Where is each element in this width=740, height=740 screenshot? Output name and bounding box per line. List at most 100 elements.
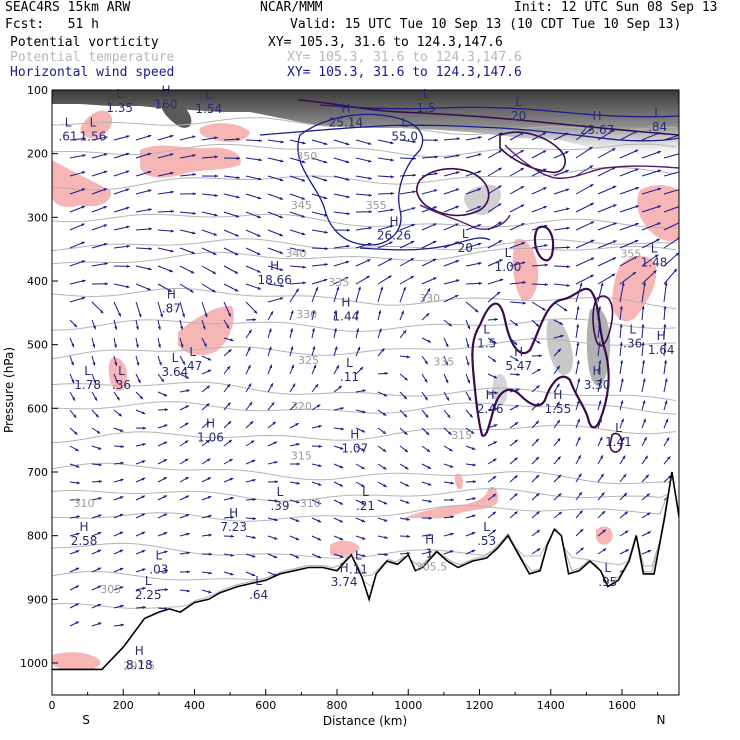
wind-vector-head [599, 436, 603, 441]
wind-vector-head [214, 136, 218, 140]
wind-vector-head [641, 306, 645, 310]
wind-vector-head [647, 512, 651, 516]
wind-vector [575, 183, 594, 195]
wind-vector-head [118, 313, 121, 317]
wind-vector-head [466, 344, 470, 348]
wind-vector-head [565, 188, 570, 192]
wind-vector-head [147, 287, 151, 291]
wind-vector-head [449, 448, 453, 452]
wind-vector-head [622, 455, 626, 459]
y-tick-label: 1000 [20, 657, 48, 670]
wind-vector-head [339, 483, 343, 487]
wind-vector-head [623, 474, 627, 478]
wind-vector-head [236, 137, 240, 141]
wind-vector-head [271, 402, 275, 406]
wind-vector-head [450, 515, 454, 519]
wind-vector-head [251, 459, 256, 463]
wind-vector-head [96, 430, 101, 434]
wind-vector-head [148, 189, 152, 193]
wind-vector-head [312, 346, 316, 350]
extremum-marker: L1.78 [74, 364, 101, 392]
extremum-value: .36 [112, 378, 131, 392]
organization: NCAR/MMM [260, 0, 323, 15]
wind-vector-head [361, 501, 365, 505]
wind-vector-head [323, 160, 328, 164]
wind-vector-head [535, 475, 540, 479]
y-tick-label: 800 [27, 530, 48, 543]
wind-vector-head [75, 585, 79, 589]
wind-vector-head [405, 483, 409, 487]
wind-vector-head [160, 313, 163, 318]
wind-vector-head [358, 286, 361, 290]
wind-vector-head [406, 517, 410, 521]
extremum-type: L [355, 549, 362, 563]
wind-vector-head [346, 212, 350, 216]
wind-vector [575, 282, 583, 303]
wind-vector-head [368, 193, 372, 197]
wind-vector [641, 238, 661, 249]
extremum-marker: L1.41 [605, 421, 632, 449]
wind-vector-head [624, 530, 629, 534]
wind-vector-head [206, 385, 210, 389]
wind-vector [619, 130, 639, 141]
extremum-marker: L1.54 [195, 88, 222, 116]
wind-vector-head [230, 572, 234, 576]
wind-vector-head [566, 207, 570, 211]
wind-vector-head [680, 152, 684, 155]
wind-vector-head [92, 362, 96, 366]
wind-vector-head [680, 133, 683, 136]
wind-vector-head [536, 493, 540, 497]
wind-vector-head [514, 422, 519, 426]
extremum-marker: H.87 [162, 287, 181, 315]
extremum-marker: L.53 [477, 520, 496, 548]
wind-vector-head [296, 462, 300, 466]
extremum-value: 1.5 [417, 101, 436, 115]
wind-vector-head [657, 151, 661, 154]
wind-vector-head [345, 160, 350, 164]
pink-region-8 [612, 255, 657, 322]
wind-vector-head [274, 480, 278, 484]
wind-vector-head [257, 215, 261, 219]
wind-vector [619, 222, 639, 231]
extremum-marker: L55.0 [391, 116, 418, 144]
wind-vector-head [318, 482, 322, 486]
wind-vector-head [472, 514, 476, 518]
extremum-value: .87 [162, 301, 181, 315]
extremum-type: H [340, 561, 349, 575]
extremum-value: .39 [270, 499, 289, 513]
wind-vector-head [336, 365, 339, 369]
wind-vector-head [251, 573, 256, 576]
wind-vector-head [558, 493, 562, 497]
wind-vector-head [192, 173, 196, 176]
wind-vector-head [455, 205, 459, 209]
extremum-value: .21 [356, 499, 375, 513]
wind-vector-head [456, 154, 460, 158]
wind-vector-head [359, 367, 364, 371]
wind-vector-head [280, 268, 284, 271]
wind-vector-head [470, 430, 475, 434]
wind-vector-head [104, 136, 108, 139]
wind-vector-head [103, 243, 108, 246]
pink-region-5 [178, 305, 234, 356]
wind-vector-head [214, 174, 218, 178]
wind-vector-head [311, 328, 315, 332]
wind-vector-head [624, 511, 628, 515]
wind-vector-head [598, 400, 602, 404]
wind-vector-head [126, 244, 130, 248]
wind-vector-head [390, 141, 394, 145]
wind-vector-head [81, 260, 86, 264]
wind-vector-head [126, 225, 130, 229]
wind-vector-head [404, 431, 408, 435]
field-xy-horizontal-wind-speed: XY= 105.3, 31.6 to 124.3,147.6 [287, 65, 522, 80]
wind-vector-head [104, 153, 108, 157]
pink-region-1 [80, 110, 113, 139]
wind-vector-head [496, 291, 501, 295]
x-tick-label: 1200 [466, 699, 494, 712]
wind-vector-head [185, 514, 190, 517]
extremum-type: H [425, 533, 434, 547]
wind-vector [663, 252, 679, 267]
wind-vector-head [125, 188, 130, 192]
init-time: Init: 12 UTC Sun 08 Sep 13 [514, 0, 718, 15]
extremum-value: 1.55 [545, 402, 572, 416]
wind-vector-head [226, 366, 231, 370]
